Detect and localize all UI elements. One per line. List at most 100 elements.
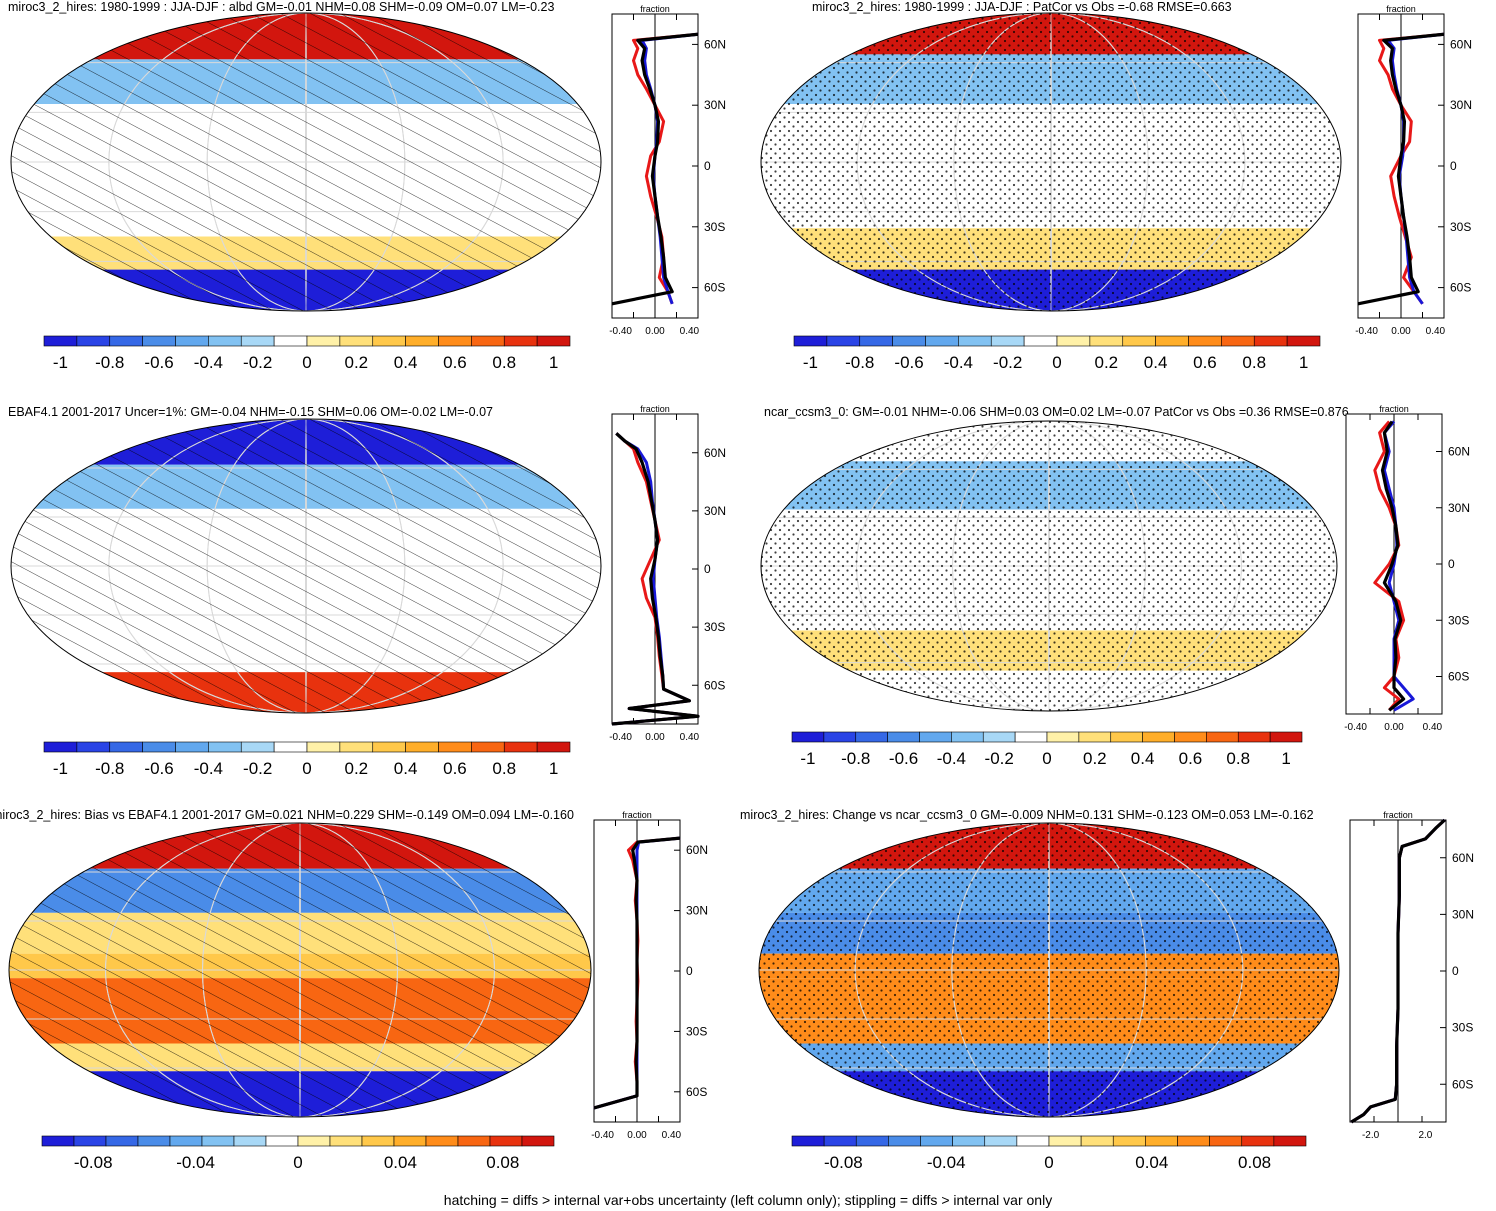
profile-panel-5: fraction 60N 30N 0 30S 60S -0.40 0.00 0.40 [591, 810, 708, 1141]
colorbar-swatch [1273, 1135, 1307, 1147]
profile-ytick-label: 60N [1450, 37, 1472, 51]
colorbar-swatch [1046, 731, 1080, 743]
colorbar-swatch [919, 731, 952, 743]
colorbar-swatch [925, 335, 959, 347]
colorbar-swatch [43, 741, 78, 753]
profile-title: fraction [640, 4, 670, 14]
colorbar-swatch [1078, 731, 1112, 743]
profile-ytick-label: 30S [1450, 220, 1471, 234]
profile-ytick-label: 30N [1450, 98, 1472, 112]
panel-5-title: miroc3_2_hires: Bias vs EBAF4.1 2001-201… [0, 808, 574, 822]
profile-series-ref [1380, 420, 1406, 712]
map-panel-1 [10, 12, 602, 312]
colorbar-swatch [1080, 1135, 1114, 1147]
colorbar-swatch [1112, 1135, 1146, 1147]
colorbar-label: 0.4 [394, 759, 418, 778]
colorbar-swatch [536, 741, 571, 753]
colorbar-swatch [823, 1135, 857, 1147]
colorbar-label: 0.6 [1179, 749, 1203, 768]
colorbar-swatch [982, 731, 1016, 743]
colorbar-swatch [1056, 335, 1091, 347]
profile-xtick-label: 0.00 [645, 326, 665, 337]
colorbar-label: 0.8 [1242, 353, 1266, 372]
colorbar-swatch [372, 335, 406, 347]
colorbar-swatch [503, 741, 538, 753]
colorbar-swatch [1269, 731, 1303, 743]
profile-ytick-label: 30S [704, 620, 725, 634]
profile-panel-2: fraction 60N 30N 0 30S 60S -0.40 0.00 0.40 [1355, 4, 1472, 337]
profile-ytick-label: 0 [704, 159, 711, 173]
colorbar-label: 0 [293, 1153, 302, 1172]
colorbar-label: 0.08 [486, 1153, 519, 1172]
profile-xtick-label: -0.40 [609, 732, 632, 743]
colorbar-label: -0.4 [944, 353, 973, 372]
colorbar-label: -1 [803, 353, 818, 372]
map-panel-4 [760, 420, 1338, 712]
profile-xtick-label: 0.40 [680, 732, 700, 743]
colorbar-swatch [208, 335, 242, 347]
colorbar-swatch [137, 1135, 171, 1147]
colorbar-swatch [233, 1135, 267, 1147]
profile-ytick-label: 30N [704, 504, 726, 518]
colorbar-swatch [1145, 1135, 1178, 1147]
colorbar-swatch [457, 1135, 491, 1147]
panel-6-title: miroc3_2_hires: Change vs ncar_ccsm3_0 G… [740, 808, 1314, 822]
colorbar-panel-4: -1 -0.8 -0.6 -0.4 -0.2 0 0.2 0.4 0.6 0.8 1 [791, 731, 1303, 768]
colorbar-label: 0.8 [492, 759, 516, 778]
colorbar-swatch [990, 335, 1025, 347]
map-panel-3 [10, 418, 602, 714]
profile-ytick-label: 60S [704, 678, 725, 692]
colorbar-swatch [503, 335, 538, 347]
colorbar-swatch [240, 741, 275, 753]
colorbar-label: 0.8 [492, 353, 516, 372]
profile-xtick-label: 0.40 [680, 326, 700, 337]
profile-xtick-label: 0.40 [1423, 722, 1443, 733]
colorbar-swatch [393, 1135, 427, 1147]
profile-series-ref [1357, 32, 1445, 306]
colorbar-swatch [1048, 1135, 1082, 1147]
profile-series-ref [611, 32, 699, 306]
panel-1-title: miroc3_2_hires: 1980-1999 : JJA-DJF : al… [8, 0, 555, 14]
profile-xtick-label: 0.00 [1391, 326, 1411, 337]
colorbar-swatch [1188, 335, 1222, 347]
profile-ytick-label: 60S [686, 1085, 707, 1099]
map-panel-2 [760, 12, 1342, 312]
colorbar-swatch [791, 731, 825, 743]
colorbar-swatch [887, 731, 920, 743]
colorbar-label: 0.04 [1135, 1153, 1168, 1172]
profile-series-ref [611, 432, 700, 726]
colorbar-swatch [793, 335, 828, 347]
colorbar-swatch [489, 1135, 523, 1147]
colorbar-label: 0 [1042, 749, 1051, 768]
colorbar-label: -0.2 [243, 353, 272, 372]
profile-ytick-label: 30N [704, 98, 726, 112]
profile-panel-4: fraction 60N 30N 0 30S 60S -0.40 0.00 0.40 [1344, 404, 1470, 733]
colorbar-label: -0.2 [243, 759, 272, 778]
colorbar-label: 0.4 [394, 353, 418, 372]
profile-xtick-label: 0.00 [627, 1130, 647, 1141]
colorbar-swatch [201, 1135, 235, 1147]
colorbar-label: 0 [302, 353, 311, 372]
colorbar-swatch [1253, 335, 1288, 347]
colorbar-swatch [76, 741, 111, 753]
colorbar-panel-6: -0.08 -0.04 0 0.04 0.08 [791, 1135, 1307, 1172]
colorbar-label: -0.8 [841, 749, 870, 768]
colorbar-swatch [105, 1135, 139, 1147]
colorbar-label: 1 [1299, 353, 1308, 372]
profile-xtick-label: -0.40 [1355, 326, 1378, 337]
colorbar-swatch [1142, 731, 1175, 743]
profile-xtick-label: 0.40 [1426, 326, 1446, 337]
colorbar-swatch [1014, 731, 1048, 743]
profile-series-ref [593, 836, 681, 1110]
colorbar-swatch [1177, 1135, 1210, 1147]
profile-ytick-label: 60S [1448, 670, 1469, 684]
colorbar-label: -0.08 [824, 1153, 863, 1172]
profile-xtick-label: -0.40 [1344, 722, 1367, 733]
colorbar-swatch [339, 335, 374, 347]
profile-series-ref [1350, 818, 1446, 1124]
colorbar-swatch [76, 335, 111, 347]
colorbar-swatch [1209, 1135, 1243, 1147]
colorbar-swatch [1089, 335, 1124, 347]
colorbar-label: -0.8 [95, 759, 124, 778]
colorbar-panel-1: -1 -0.8 -0.6 -0.4 -0.2 0 0.2 0.4 0.6 0.8 1 [43, 335, 571, 372]
